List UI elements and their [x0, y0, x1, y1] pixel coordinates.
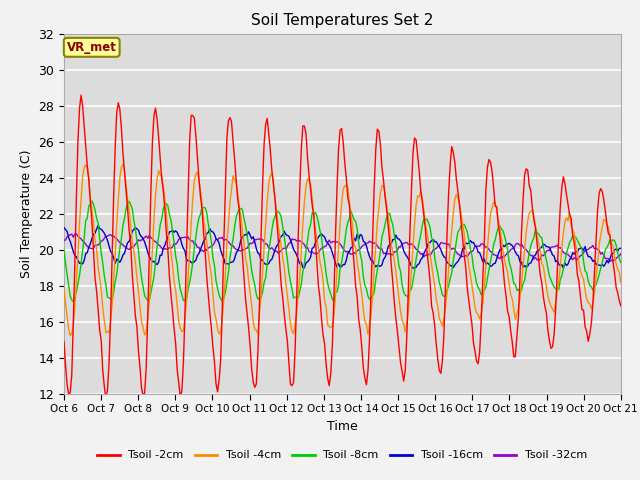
Legend: Tsoil -2cm, Tsoil -4cm, Tsoil -8cm, Tsoil -16cm, Tsoil -32cm: Tsoil -2cm, Tsoil -4cm, Tsoil -8cm, Tsoi… — [93, 446, 592, 465]
Y-axis label: Soil Temperature (C): Soil Temperature (C) — [20, 149, 33, 278]
X-axis label: Time: Time — [327, 420, 358, 432]
Title: Soil Temperatures Set 2: Soil Temperatures Set 2 — [252, 13, 433, 28]
Text: VR_met: VR_met — [67, 41, 116, 54]
